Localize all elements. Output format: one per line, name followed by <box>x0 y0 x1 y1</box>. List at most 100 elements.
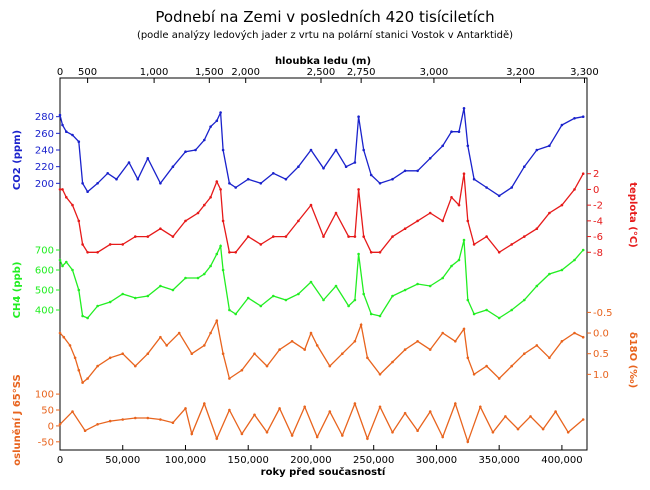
y-tick-label: 0.5 <box>593 349 609 360</box>
series-point <box>246 296 250 300</box>
series-point <box>450 130 453 133</box>
series-point <box>184 150 187 153</box>
x-tick-label: 300,000 <box>416 455 457 466</box>
y-tick-label: 500 <box>35 286 54 297</box>
series-point <box>290 340 294 343</box>
series-point <box>309 331 313 335</box>
series-axis-label: CO2 (ppm) <box>12 130 23 190</box>
series-point <box>108 243 112 246</box>
series-line <box>59 239 584 319</box>
series-point <box>234 312 237 316</box>
series-point <box>290 434 294 437</box>
series-point <box>121 352 124 356</box>
series-point <box>265 431 269 434</box>
series-point <box>362 148 366 152</box>
series-point <box>428 211 432 215</box>
series-point <box>353 340 357 343</box>
series-point <box>65 260 68 264</box>
top-tick-label: 2,500 <box>307 67 336 78</box>
series-point <box>523 352 526 356</box>
series-point <box>219 188 222 191</box>
top-tick-label: 3,200 <box>506 67 535 78</box>
series-point <box>219 244 222 248</box>
series-point <box>334 148 338 152</box>
series-point <box>259 304 263 308</box>
series-point <box>341 352 344 356</box>
series-point <box>353 402 357 405</box>
x-tick-label: 150,000 <box>228 455 269 466</box>
series-point <box>485 364 488 368</box>
series-point <box>209 125 212 128</box>
y-tick-label: 400 <box>35 306 54 317</box>
series-point <box>171 288 175 292</box>
series-point <box>353 298 357 302</box>
top-tick-label: 2,750 <box>347 67 376 78</box>
series-point <box>127 161 131 164</box>
series-point <box>322 298 325 302</box>
x-tick-label: 350,000 <box>478 455 519 466</box>
series-point <box>428 348 432 351</box>
y-tick-label: 2 <box>593 169 599 180</box>
series-point <box>581 335 585 339</box>
series-point <box>497 194 501 198</box>
series-point <box>246 177 250 181</box>
series-point <box>240 368 244 372</box>
series-point <box>81 314 84 318</box>
series-point <box>535 284 539 288</box>
series-point <box>297 292 300 296</box>
series-point <box>560 123 564 127</box>
series-point <box>344 165 348 168</box>
series-point <box>441 219 445 223</box>
series-point <box>391 360 394 364</box>
series-point <box>228 308 231 312</box>
series-point <box>441 276 445 280</box>
series-point <box>234 186 237 189</box>
series-point <box>77 219 81 223</box>
series-point <box>96 304 99 308</box>
series-point <box>121 292 124 296</box>
series-point <box>541 427 545 431</box>
series-point <box>221 352 225 356</box>
x-tick-label: 400,000 <box>541 455 582 466</box>
series-point <box>391 294 394 298</box>
series-point <box>159 182 162 185</box>
series-point <box>581 418 585 421</box>
series-point <box>96 423 99 426</box>
series-point <box>228 182 231 185</box>
series-point <box>309 280 313 284</box>
series-point <box>403 411 407 415</box>
series-point <box>171 165 175 168</box>
series-point <box>81 381 84 384</box>
chart-title: Podnebí na Zemi v posledních 420 tisícil… <box>155 8 495 26</box>
series-point <box>58 113 62 117</box>
series-point <box>322 167 325 170</box>
series-point <box>108 356 112 360</box>
series-point <box>466 298 470 302</box>
y-tick-label: 100 <box>35 390 54 401</box>
y-tick-label: 240 <box>35 146 54 157</box>
series-point <box>309 203 313 207</box>
series-point <box>497 316 501 320</box>
series-point <box>357 188 360 191</box>
series-point <box>366 437 369 440</box>
series-point <box>196 211 200 215</box>
top-tick-label: 3,300 <box>570 67 599 78</box>
series-point <box>416 169 419 173</box>
series-point <box>535 148 539 152</box>
series-point <box>219 111 222 114</box>
series-point <box>566 431 570 434</box>
series-point <box>203 138 206 142</box>
y-tick-label: 0 <box>593 185 599 196</box>
y-tick-label: -4 <box>593 216 603 227</box>
series-point <box>535 227 539 230</box>
series-point <box>146 235 150 238</box>
y-tick-label: 200 <box>35 179 54 190</box>
chart-subtitle: (podle analýzy ledových jader z vrtu na … <box>136 30 514 41</box>
y-tick-label: 280 <box>35 112 54 123</box>
series-point <box>228 377 231 380</box>
series-point <box>560 268 564 272</box>
series-point <box>441 435 445 439</box>
series-point <box>353 235 357 238</box>
x-tick-label: 250,000 <box>353 455 394 466</box>
